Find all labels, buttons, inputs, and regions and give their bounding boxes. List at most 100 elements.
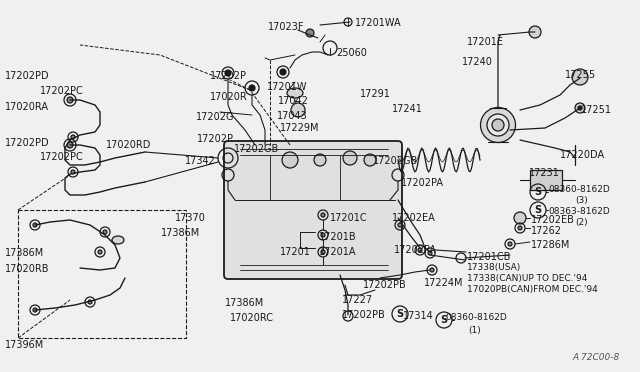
Text: 17202PC: 17202PC: [40, 86, 84, 96]
Circle shape: [249, 85, 255, 91]
Text: (1): (1): [468, 326, 481, 335]
Circle shape: [71, 170, 75, 174]
Circle shape: [514, 212, 526, 224]
Text: 17201: 17201: [280, 247, 311, 257]
Circle shape: [314, 154, 326, 166]
Text: 17231: 17231: [529, 168, 560, 178]
Text: S: S: [534, 205, 541, 215]
Ellipse shape: [481, 108, 515, 142]
Text: 17314: 17314: [403, 311, 434, 321]
Text: 17202PA: 17202PA: [401, 178, 444, 188]
Text: 17386M: 17386M: [161, 228, 200, 238]
Text: 17255: 17255: [565, 70, 596, 80]
Text: 17338(CAN)UP TO DEC.'94: 17338(CAN)UP TO DEC.'94: [467, 274, 588, 283]
Text: 17202EB: 17202EB: [531, 215, 575, 225]
Text: 08360-8162D: 08360-8162D: [548, 185, 610, 194]
Text: 17342: 17342: [185, 156, 216, 166]
Text: 17202GB: 17202GB: [373, 156, 419, 166]
Text: 17201E: 17201E: [467, 37, 504, 47]
Bar: [530, 170, 562, 190]
Text: 17020RA: 17020RA: [5, 102, 49, 112]
Text: 17202P: 17202P: [197, 134, 234, 144]
Text: 17202PD: 17202PD: [5, 71, 50, 81]
Text: 17386M: 17386M: [225, 298, 264, 308]
Circle shape: [321, 250, 325, 254]
Circle shape: [578, 106, 582, 110]
Circle shape: [398, 223, 402, 227]
Text: 17042: 17042: [278, 96, 309, 106]
Text: 17202GB: 17202GB: [234, 144, 279, 154]
Text: 17262: 17262: [531, 226, 562, 236]
Text: 17202P: 17202P: [210, 71, 247, 81]
Text: 17201B: 17201B: [319, 232, 356, 242]
Text: 17251: 17251: [581, 105, 612, 115]
Text: 17227: 17227: [342, 295, 373, 305]
Text: 17286M: 17286M: [531, 240, 570, 250]
Circle shape: [67, 142, 73, 148]
Circle shape: [364, 154, 376, 166]
Text: 17224M: 17224M: [424, 278, 463, 288]
Text: 17338(USA): 17338(USA): [467, 263, 521, 272]
Circle shape: [529, 26, 541, 38]
Text: (2): (2): [575, 218, 588, 227]
Circle shape: [282, 152, 298, 168]
FancyBboxPatch shape: [224, 141, 402, 279]
Circle shape: [518, 226, 522, 230]
Text: 17020RD: 17020RD: [106, 140, 152, 150]
Text: 17020RB: 17020RB: [5, 264, 49, 274]
Text: 08363-8162D: 08363-8162D: [548, 207, 610, 216]
Text: 17020R: 17020R: [210, 92, 248, 102]
Text: 17020RC: 17020RC: [230, 313, 274, 323]
Text: 17396M: 17396M: [5, 340, 44, 350]
Text: S: S: [396, 309, 404, 319]
Text: 08360-8162D: 08360-8162D: [445, 313, 507, 322]
Circle shape: [430, 268, 434, 272]
Circle shape: [321, 213, 325, 217]
Text: 17202PD: 17202PD: [5, 138, 50, 148]
Text: 17370: 17370: [175, 213, 206, 223]
Circle shape: [98, 250, 102, 254]
Text: 17240: 17240: [462, 57, 493, 67]
Text: 17291: 17291: [360, 89, 391, 99]
Circle shape: [428, 251, 432, 255]
Ellipse shape: [287, 88, 303, 98]
Circle shape: [291, 103, 305, 117]
Text: 17202G: 17202G: [196, 112, 234, 122]
Text: 17202PC: 17202PC: [40, 152, 84, 162]
Circle shape: [343, 151, 357, 165]
Circle shape: [575, 103, 585, 113]
Bar: [18, 210, 186, 338]
Circle shape: [321, 233, 325, 237]
Circle shape: [71, 135, 75, 139]
Text: 17229M: 17229M: [280, 123, 319, 133]
Circle shape: [306, 29, 314, 37]
Text: A 72C00-8: A 72C00-8: [573, 353, 620, 362]
Text: 17241: 17241: [392, 104, 423, 114]
Ellipse shape: [492, 119, 504, 131]
Text: 17201A: 17201A: [319, 247, 356, 257]
Text: (3): (3): [575, 196, 588, 205]
Text: 25060: 25060: [336, 48, 367, 58]
Ellipse shape: [487, 114, 509, 136]
Circle shape: [572, 69, 588, 85]
Text: 17202EA: 17202EA: [392, 213, 436, 223]
Circle shape: [280, 69, 286, 75]
Text: 17202PB: 17202PB: [342, 310, 386, 320]
Text: 17043: 17043: [277, 111, 308, 121]
Circle shape: [103, 230, 107, 234]
Circle shape: [67, 97, 73, 103]
Circle shape: [225, 70, 231, 76]
Text: 17201C: 17201C: [330, 213, 367, 223]
Text: 17386M: 17386M: [5, 248, 44, 258]
Text: 17201CB: 17201CB: [467, 252, 511, 262]
Circle shape: [88, 300, 92, 304]
Text: 17202PB: 17202PB: [363, 280, 407, 290]
Ellipse shape: [112, 236, 124, 244]
Text: 17220DA: 17220DA: [560, 150, 605, 160]
Text: S: S: [440, 315, 447, 325]
Circle shape: [33, 308, 37, 312]
Circle shape: [418, 248, 422, 252]
Circle shape: [33, 223, 37, 227]
Text: 17201WA: 17201WA: [355, 18, 402, 28]
Text: S: S: [534, 187, 541, 197]
